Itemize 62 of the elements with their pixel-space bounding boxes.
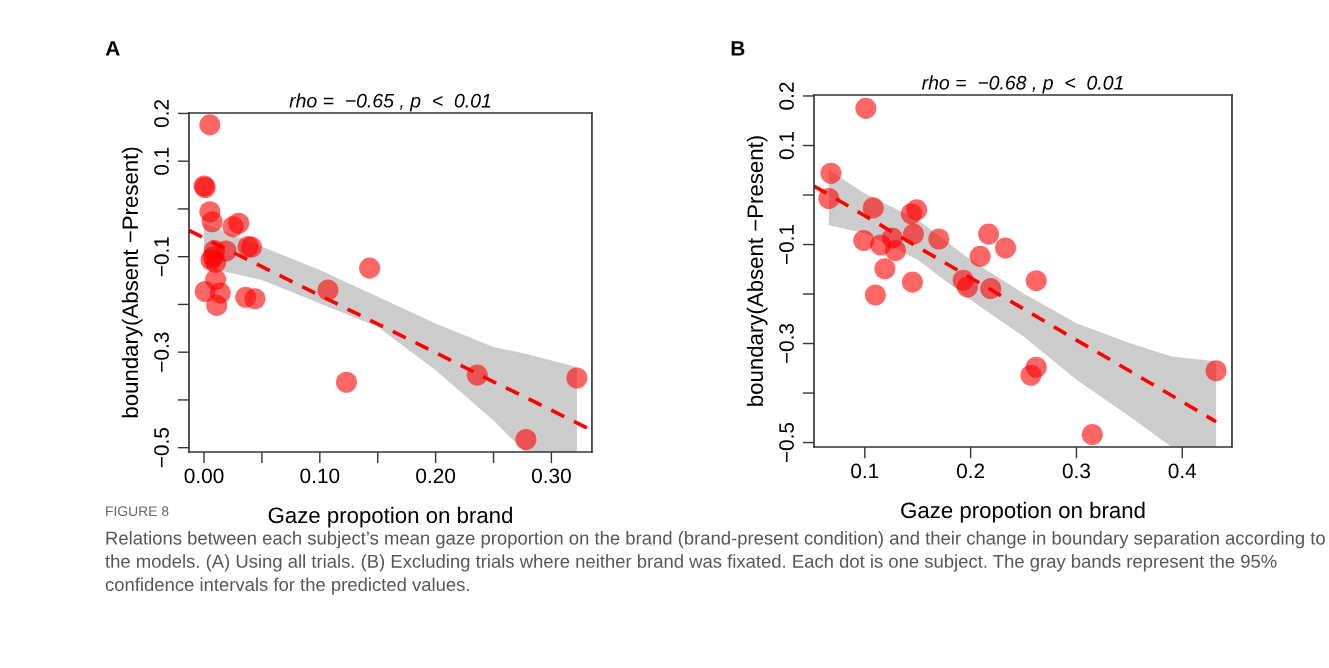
point bbox=[820, 162, 842, 184]
point bbox=[466, 364, 488, 386]
point bbox=[969, 245, 991, 267]
point bbox=[1205, 360, 1227, 382]
y-axis-title: boundary(Absent −Present) bbox=[121, 147, 143, 418]
x-tick-label: 0.30 bbox=[531, 468, 571, 484]
point bbox=[855, 97, 877, 119]
point bbox=[862, 197, 884, 219]
y-tick-label: −0.1 bbox=[779, 224, 794, 265]
point bbox=[978, 223, 1000, 245]
y-tick-label: 0.1 bbox=[154, 147, 169, 175]
point bbox=[244, 288, 266, 310]
point bbox=[317, 279, 339, 301]
y-axis-title: boundary(Absent −Present) bbox=[746, 136, 768, 406]
y-tick-label: −0.5 bbox=[779, 422, 794, 463]
y-tick-label: −0.1 bbox=[154, 237, 169, 277]
text: A bbox=[105, 41, 120, 56]
y-tick-label: 0.1 bbox=[779, 132, 794, 160]
point bbox=[205, 251, 227, 273]
line-series bbox=[814, 184, 1218, 424]
point bbox=[201, 211, 223, 233]
x-axis-title: Gaze propotion on brand bbox=[901, 501, 1145, 523]
point bbox=[906, 199, 928, 221]
point bbox=[335, 371, 357, 393]
y-tick-label: −0.3 bbox=[779, 323, 794, 364]
x-tick-label: 0.00 bbox=[184, 468, 224, 484]
point bbox=[359, 257, 381, 279]
x-tick-label: 0.10 bbox=[300, 468, 340, 484]
text: B bbox=[731, 41, 745, 56]
point bbox=[1025, 270, 1047, 292]
point bbox=[206, 294, 228, 316]
point bbox=[199, 114, 221, 136]
y-tick-label: −0.5 bbox=[154, 427, 169, 468]
text: Relations between each subject’s mean gaze proportion on the brand (brand-present condition) and their change in boundary separation according to the models. (A) Using all trials. (B) Excluding trials where neither brand was fixated. Each dot is one subject. The gray bands represent the 95% confidence intervals for the predicted values. bbox=[105, 531, 1325, 595]
point bbox=[1020, 364, 1042, 386]
point bbox=[874, 258, 896, 280]
y-tick-label: −0.3 bbox=[154, 332, 169, 372]
point bbox=[228, 212, 250, 234]
point bbox=[864, 284, 886, 306]
x-tick-label: 0.4 bbox=[1168, 463, 1197, 479]
point bbox=[515, 429, 537, 451]
point bbox=[995, 237, 1017, 259]
x-tick-label: 0.1 bbox=[851, 463, 879, 479]
x-tick-label: 0.3 bbox=[1062, 463, 1090, 479]
y-tick-label: 0.2 bbox=[779, 82, 794, 110]
point bbox=[566, 367, 588, 389]
point bbox=[956, 276, 978, 298]
point bbox=[901, 271, 923, 293]
point bbox=[902, 223, 925, 245]
point bbox=[1081, 424, 1103, 446]
chart-title: rho = −0.68 , p < 0.01 bbox=[921, 75, 1123, 94]
point bbox=[818, 187, 840, 209]
point bbox=[980, 278, 1002, 300]
y-tick-label: 0.2 bbox=[154, 100, 169, 128]
x-tick-label: 0.2 bbox=[956, 463, 985, 479]
x-tick-label: 0.20 bbox=[416, 468, 456, 484]
x-axis-title: Gaze propotion on brand bbox=[268, 506, 512, 528]
point bbox=[884, 239, 907, 261]
point bbox=[928, 228, 950, 250]
chart-title: rho = −0.65 , p < 0.01 bbox=[289, 93, 491, 112]
caption: FIGURE 8 bbox=[106, 506, 169, 517]
point bbox=[853, 230, 875, 252]
